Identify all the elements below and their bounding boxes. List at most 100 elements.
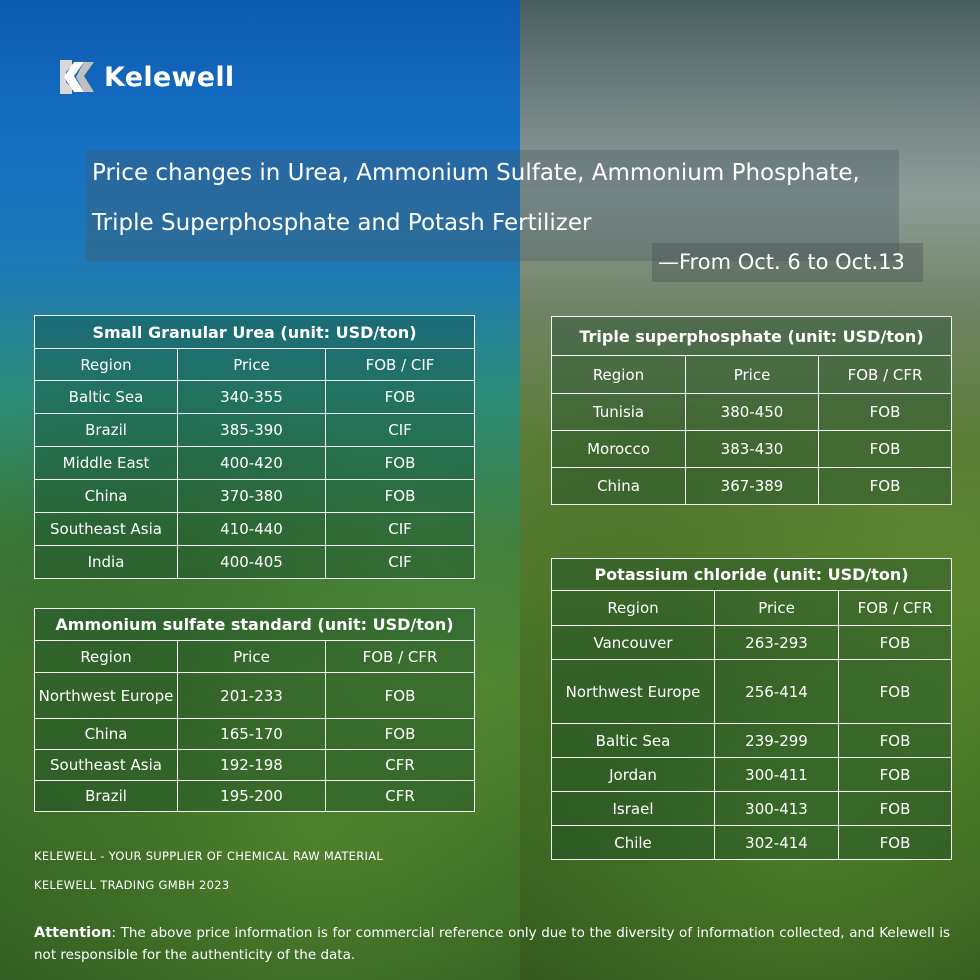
column-header: FOB / CFR: [324, 640, 476, 673]
price-cell: 410-440: [177, 512, 326, 546]
price-cell: 367-389: [685, 467, 819, 505]
attention-label: Attention: [34, 925, 112, 941]
headline-box: Price changes in Urea, Ammonium Sulfate,…: [86, 150, 899, 261]
triple-superphosphate-price-table: Triple superphosphate (unit: USD/ton) Reg…: [550, 316, 953, 505]
region-cell: India: [34, 545, 178, 579]
table-row: China 165-170 FOB: [34, 718, 476, 750]
terms-cell: FOB: [324, 380, 476, 414]
region-cell: Tunisia: [551, 393, 686, 431]
terms-cell: FOB: [837, 723, 953, 758]
region-cell: Middle East: [34, 446, 178, 480]
terms-cell: FOB: [324, 672, 476, 719]
terms-cell: FOB: [817, 430, 953, 468]
table-row: Vancouver 263-293 FOB: [551, 625, 953, 660]
table-row: Morocco 383-430 FOB: [551, 430, 953, 468]
terms-cell: FOB: [837, 825, 953, 860]
table-row: Southeast Asia 410-440 CIF: [34, 512, 476, 546]
table-title: Potassium chloride (unit: USD/ton): [550, 558, 953, 591]
terms-cell: CFR: [324, 749, 476, 781]
price-cell: 385-390: [177, 413, 326, 447]
region-cell: Chile: [551, 825, 715, 860]
price-cell: 195-200: [177, 780, 326, 812]
terms-cell: FOB: [324, 718, 476, 750]
region-cell: Southeast Asia: [34, 512, 178, 546]
table-row: Jordan 300-411 FOB: [551, 757, 953, 792]
price-cell: 239-299: [714, 723, 839, 758]
region-cell: Baltic Sea: [551, 723, 715, 758]
price-cell: 340-355: [177, 380, 326, 414]
region-cell: Jordan: [551, 757, 715, 792]
date-range: —From Oct. 6 to Oct.13: [652, 243, 923, 282]
footer-tagline: KELEWELL - YOUR SUPPLIER OF CHEMICAL RAW…: [34, 849, 384, 863]
column-header: Price: [177, 640, 326, 673]
region-cell: China: [34, 718, 178, 750]
region-cell: China: [34, 479, 178, 513]
terms-cell: FOB: [837, 757, 953, 792]
table-row: Tunisia 380-450 FOB: [551, 393, 953, 431]
region-cell: Southeast Asia: [34, 749, 178, 781]
region-cell: Brazil: [34, 780, 178, 812]
table-row: China 367-389 FOB: [551, 467, 953, 505]
price-cell: 256-414: [714, 659, 839, 724]
column-header: FOB / CFR: [837, 590, 953, 626]
potassium-chloride-price-table: Potassium chloride (unit: USD/ton) Region…: [550, 558, 953, 860]
region-cell: Vancouver: [551, 625, 715, 660]
terms-cell: CIF: [324, 413, 476, 447]
price-cell: 370-380: [177, 479, 326, 513]
brand-logo: Kelewell: [58, 58, 235, 96]
column-header: Price: [685, 355, 819, 394]
brand-name: Kelewell: [104, 61, 235, 93]
price-cell: 201-233: [177, 672, 326, 719]
region-cell: China: [551, 467, 686, 505]
price-cell: 400-420: [177, 446, 326, 480]
terms-cell: FOB: [817, 393, 953, 431]
table-title: Ammonium sulfate standard (unit: USD/ton…: [33, 608, 476, 641]
ammonium-sulfate-price-table: Ammonium sulfate standard (unit: USD/ton…: [33, 608, 476, 812]
price-cell: 165-170: [177, 718, 326, 750]
headline-line-2: Triple Superphosphate and Potash Fertili…: [92, 210, 592, 236]
price-cell: 300-413: [714, 791, 839, 826]
table-row: Northwest Europe 256-414 FOB: [551, 659, 953, 724]
attention-text: : The above price information is for com…: [34, 925, 950, 963]
table-title: Small Granular Urea (unit: USD/ton): [33, 315, 476, 349]
column-header: Region: [34, 348, 178, 381]
headline-line-1: Price changes in Urea, Ammonium Sulfate,…: [92, 160, 860, 186]
table-row: Middle East 400-420 FOB: [34, 446, 476, 480]
terms-cell: CIF: [324, 545, 476, 579]
price-cell: 383-430: [685, 430, 819, 468]
column-header: Price: [714, 590, 839, 626]
terms-cell: FOB: [837, 625, 953, 660]
terms-cell: FOB: [324, 479, 476, 513]
table-row: Brazil 195-200 CFR: [34, 780, 476, 812]
table-row: Chile 302-414 FOB: [551, 825, 953, 860]
price-cell: 400-405: [177, 545, 326, 579]
column-header: Region: [551, 355, 686, 394]
column-header: Price: [177, 348, 326, 381]
terms-cell: FOB: [837, 791, 953, 826]
region-cell: Morocco: [551, 430, 686, 468]
region-cell: Israel: [551, 791, 715, 826]
kelewell-logo-icon: [60, 60, 94, 94]
terms-cell: FOB: [837, 659, 953, 724]
terms-cell: FOB: [324, 446, 476, 480]
region-cell: Baltic Sea: [34, 380, 178, 414]
column-header: FOB / CFR: [817, 355, 953, 394]
attention-note: Attention: The above price information i…: [34, 922, 950, 966]
terms-cell: FOB: [817, 467, 953, 505]
table-row: Southeast Asia 192-198 CFR: [34, 749, 476, 781]
table-row: Brazil 385-390 CIF: [34, 413, 476, 447]
table-row: China 370-380 FOB: [34, 479, 476, 513]
table-row: Israel 300-413 FOB: [551, 791, 953, 826]
region-cell: Brazil: [34, 413, 178, 447]
urea-price-table: Small Granular Urea (unit: USD/ton) Regio…: [33, 315, 476, 579]
table-row: Baltic Sea 239-299 FOB: [551, 723, 953, 758]
table-row: India 400-405 CIF: [34, 545, 476, 579]
price-cell: 300-411: [714, 757, 839, 792]
table-title: Triple superphosphate (unit: USD/ton): [550, 316, 953, 356]
column-header: Region: [551, 590, 715, 626]
terms-cell: CIF: [324, 512, 476, 546]
column-header: Region: [34, 640, 178, 673]
table-row: Baltic Sea 340-355 FOB: [34, 380, 476, 414]
region-cell: Northwest Europe: [551, 659, 715, 724]
footer-company: KELEWELL TRADING GMBH 2023: [34, 878, 230, 892]
